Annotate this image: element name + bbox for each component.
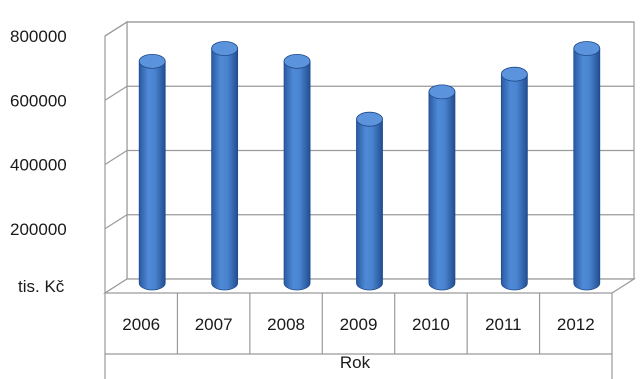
- gridline-side: [104, 85, 128, 101]
- gridline-side: [104, 214, 128, 230]
- bar: [283, 53, 311, 291]
- bars: [138, 41, 601, 291]
- y-tick-label: 600000: [10, 91, 67, 110]
- category-table: 2006 2007 2008 2009 2010 2011 2012: [104, 293, 613, 379]
- x-axis-label: Rok: [340, 353, 371, 372]
- bar: [356, 111, 383, 291]
- x-tick-label: 2009: [340, 315, 378, 334]
- y-tick-label: 400000: [10, 156, 67, 175]
- gridline-side: [104, 21, 128, 37]
- y-tick-label: 200000: [10, 220, 67, 239]
- y-axis-ticks: 200000 400000 600000 800000: [10, 27, 67, 239]
- bar: [211, 41, 239, 291]
- x-tick-label: 2008: [267, 315, 305, 334]
- gridline-side: [104, 149, 128, 166]
- bar: [573, 41, 601, 291]
- x-tick-label: 2012: [557, 315, 595, 334]
- bar: [500, 66, 528, 291]
- x-tick-label: 2006: [122, 315, 160, 334]
- bar: [138, 53, 166, 291]
- x-tick-label: 2007: [195, 315, 233, 334]
- y-axis-label: tis. Kč: [18, 277, 65, 296]
- y-tick-label: 800000: [10, 27, 67, 46]
- bar: [428, 84, 456, 291]
- x-tick-label: 2010: [412, 315, 450, 334]
- x-tick-label: 2011: [485, 315, 522, 334]
